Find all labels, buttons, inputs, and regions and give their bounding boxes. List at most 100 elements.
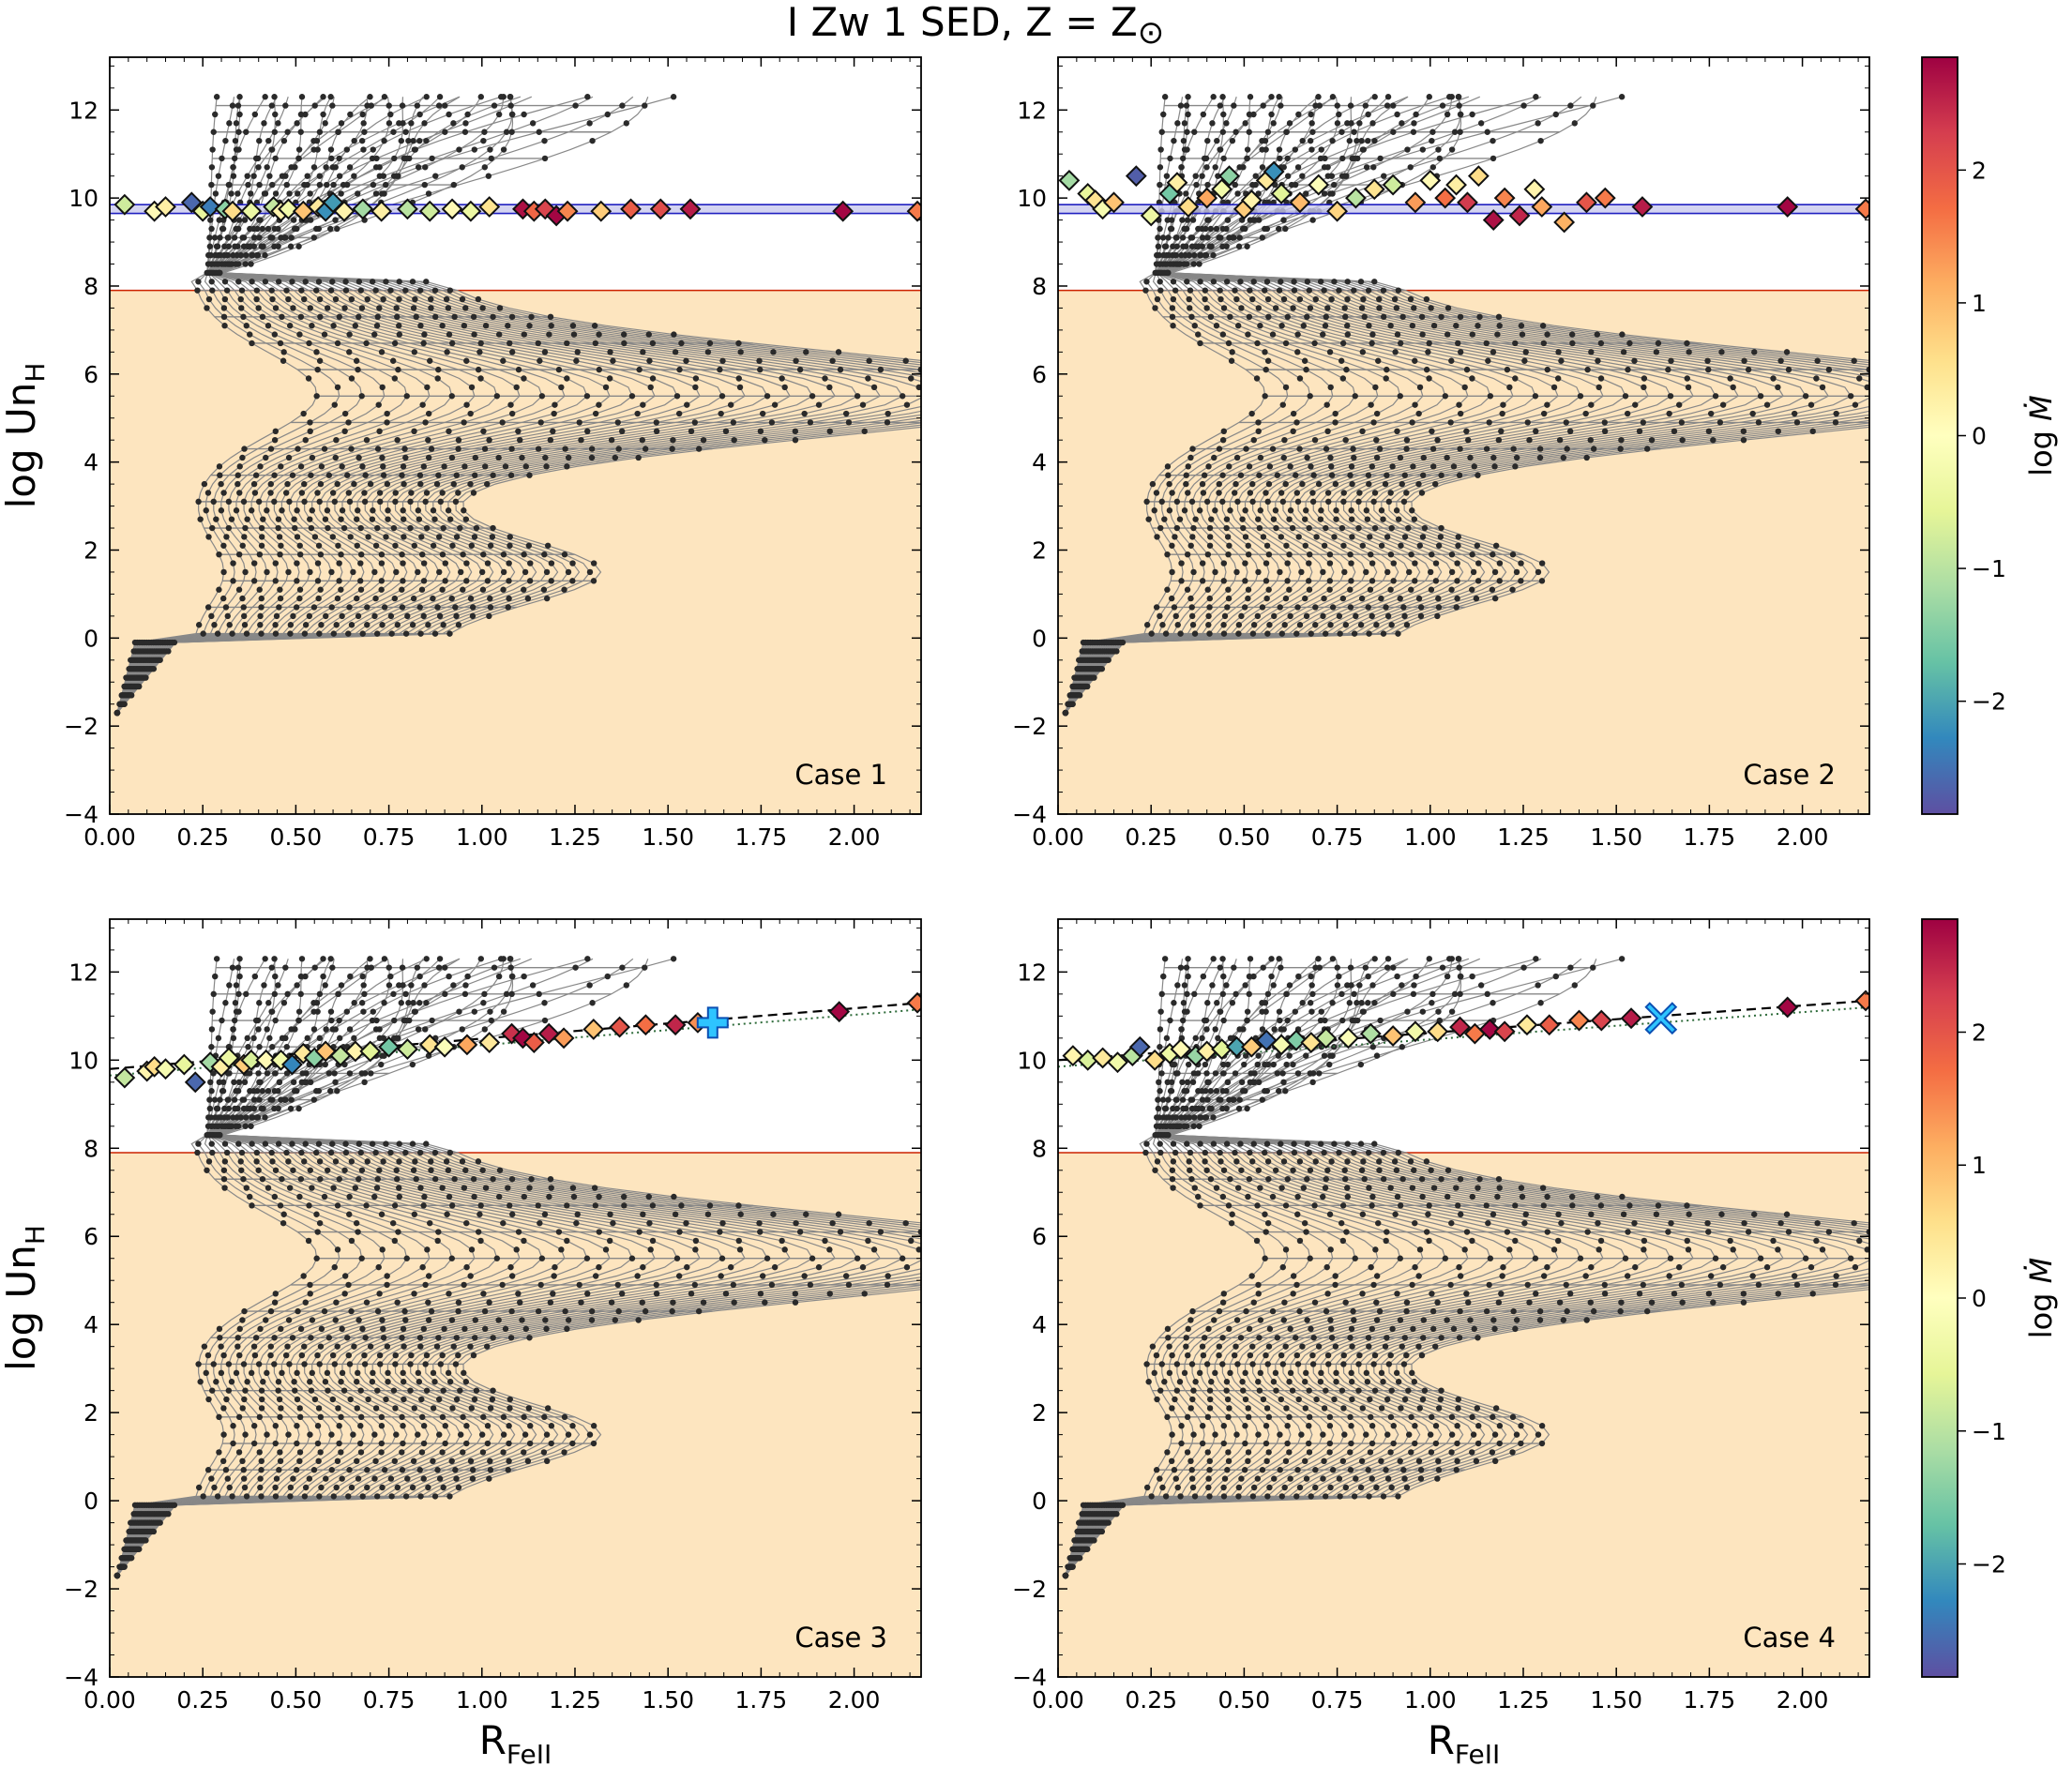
grid-point [569, 1185, 577, 1191]
grid-point [592, 1273, 599, 1279]
observation-marker [1263, 160, 1285, 183]
grid-point [261, 982, 267, 989]
grid-point [544, 542, 552, 549]
observation-marker [240, 1049, 263, 1071]
grid-point [291, 1379, 297, 1385]
grid-point [113, 1572, 121, 1579]
grid-point [1299, 480, 1306, 488]
observation-marker [1445, 174, 1467, 196]
grid-point [416, 516, 423, 522]
grid-point [1300, 323, 1308, 329]
grid-point [1535, 120, 1541, 127]
grid-track [116, 97, 921, 714]
grid-point [242, 1431, 249, 1438]
grid-point [419, 551, 426, 558]
grid-point [348, 295, 355, 303]
grid-point [704, 349, 712, 355]
grid-point [316, 1158, 324, 1165]
grid-point [1260, 534, 1267, 540]
grid-point [327, 1088, 334, 1095]
grid-point [1263, 595, 1270, 602]
grid-point [1684, 375, 1690, 382]
grid-point [859, 401, 867, 408]
grid-point [216, 586, 222, 593]
grid-point [1348, 120, 1354, 127]
grid-point [360, 146, 367, 153]
grid-point [302, 1299, 309, 1306]
grid-point [358, 137, 366, 144]
grid-point [327, 94, 334, 100]
grid-point [951, 1238, 957, 1244]
grid-point [653, 428, 660, 435]
grid-point [1197, 251, 1203, 259]
grid-point [310, 1026, 318, 1033]
grid-point [413, 313, 419, 321]
grid-point [241, 1307, 248, 1315]
grid-point [1434, 612, 1441, 620]
grid-point [453, 1396, 461, 1403]
grid-point [296, 595, 303, 602]
grid-point [1425, 349, 1431, 355]
grid-point [792, 428, 799, 435]
grid-point [410, 595, 417, 602]
grid-point [1105, 657, 1112, 663]
grid-point [548, 578, 554, 584]
grid-point [1397, 595, 1403, 602]
grid-point [1178, 560, 1185, 566]
grid-point [506, 1457, 512, 1465]
grid-point [278, 463, 284, 470]
grid-point [364, 1484, 371, 1491]
grid-point [1219, 128, 1227, 135]
grid-point [401, 534, 407, 540]
grid-point [1336, 612, 1343, 620]
grid-point [219, 155, 225, 162]
grid-point [1206, 595, 1213, 602]
grid-point [1164, 586, 1171, 593]
grid-point [128, 1554, 135, 1562]
grid-point [400, 1369, 406, 1377]
grid-point [1893, 393, 1898, 399]
grid-point [1832, 419, 1839, 426]
grid-point [1519, 331, 1526, 338]
grid-point [222, 137, 229, 144]
grid-point [1601, 419, 1608, 426]
grid-point [927, 411, 932, 416]
grid-point [278, 1405, 284, 1412]
grid-point [604, 111, 611, 118]
grid-point [248, 261, 254, 267]
grid-point [206, 243, 214, 249]
grid-point [1435, 542, 1443, 549]
grid-point [455, 446, 461, 452]
grid-point [1266, 463, 1274, 470]
grid-point [357, 1387, 364, 1394]
grid-track [1065, 96, 1853, 714]
x-tick-label: 0.25 [176, 1686, 229, 1714]
grid-point [1712, 393, 1719, 400]
grid-point [1373, 410, 1381, 417]
grid-point [209, 1008, 216, 1015]
grid-point [245, 181, 251, 189]
observation-marker [199, 196, 221, 218]
grid-point [623, 982, 630, 989]
grid-point [1354, 155, 1361, 162]
grid-point [730, 419, 737, 426]
grid-point [781, 1246, 788, 1253]
grid-point [1327, 384, 1334, 391]
observation-marker [397, 198, 418, 220]
grid-point [645, 331, 652, 338]
grid-point [264, 1369, 270, 1377]
grid-point [338, 1413, 344, 1421]
grid-point [450, 181, 458, 189]
grid-point [378, 1449, 385, 1456]
grid-point [436, 956, 444, 962]
grid-point [490, 1387, 496, 1394]
grid-point [1176, 516, 1184, 522]
grid-point [1169, 1352, 1175, 1359]
grid-point [700, 436, 707, 444]
grid-point [1393, 305, 1400, 311]
grid-point [235, 1140, 242, 1147]
grid-point [258, 1493, 265, 1500]
grid-point [1363, 568, 1369, 576]
grid-point [348, 1307, 355, 1315]
grid-point [136, 1546, 143, 1552]
